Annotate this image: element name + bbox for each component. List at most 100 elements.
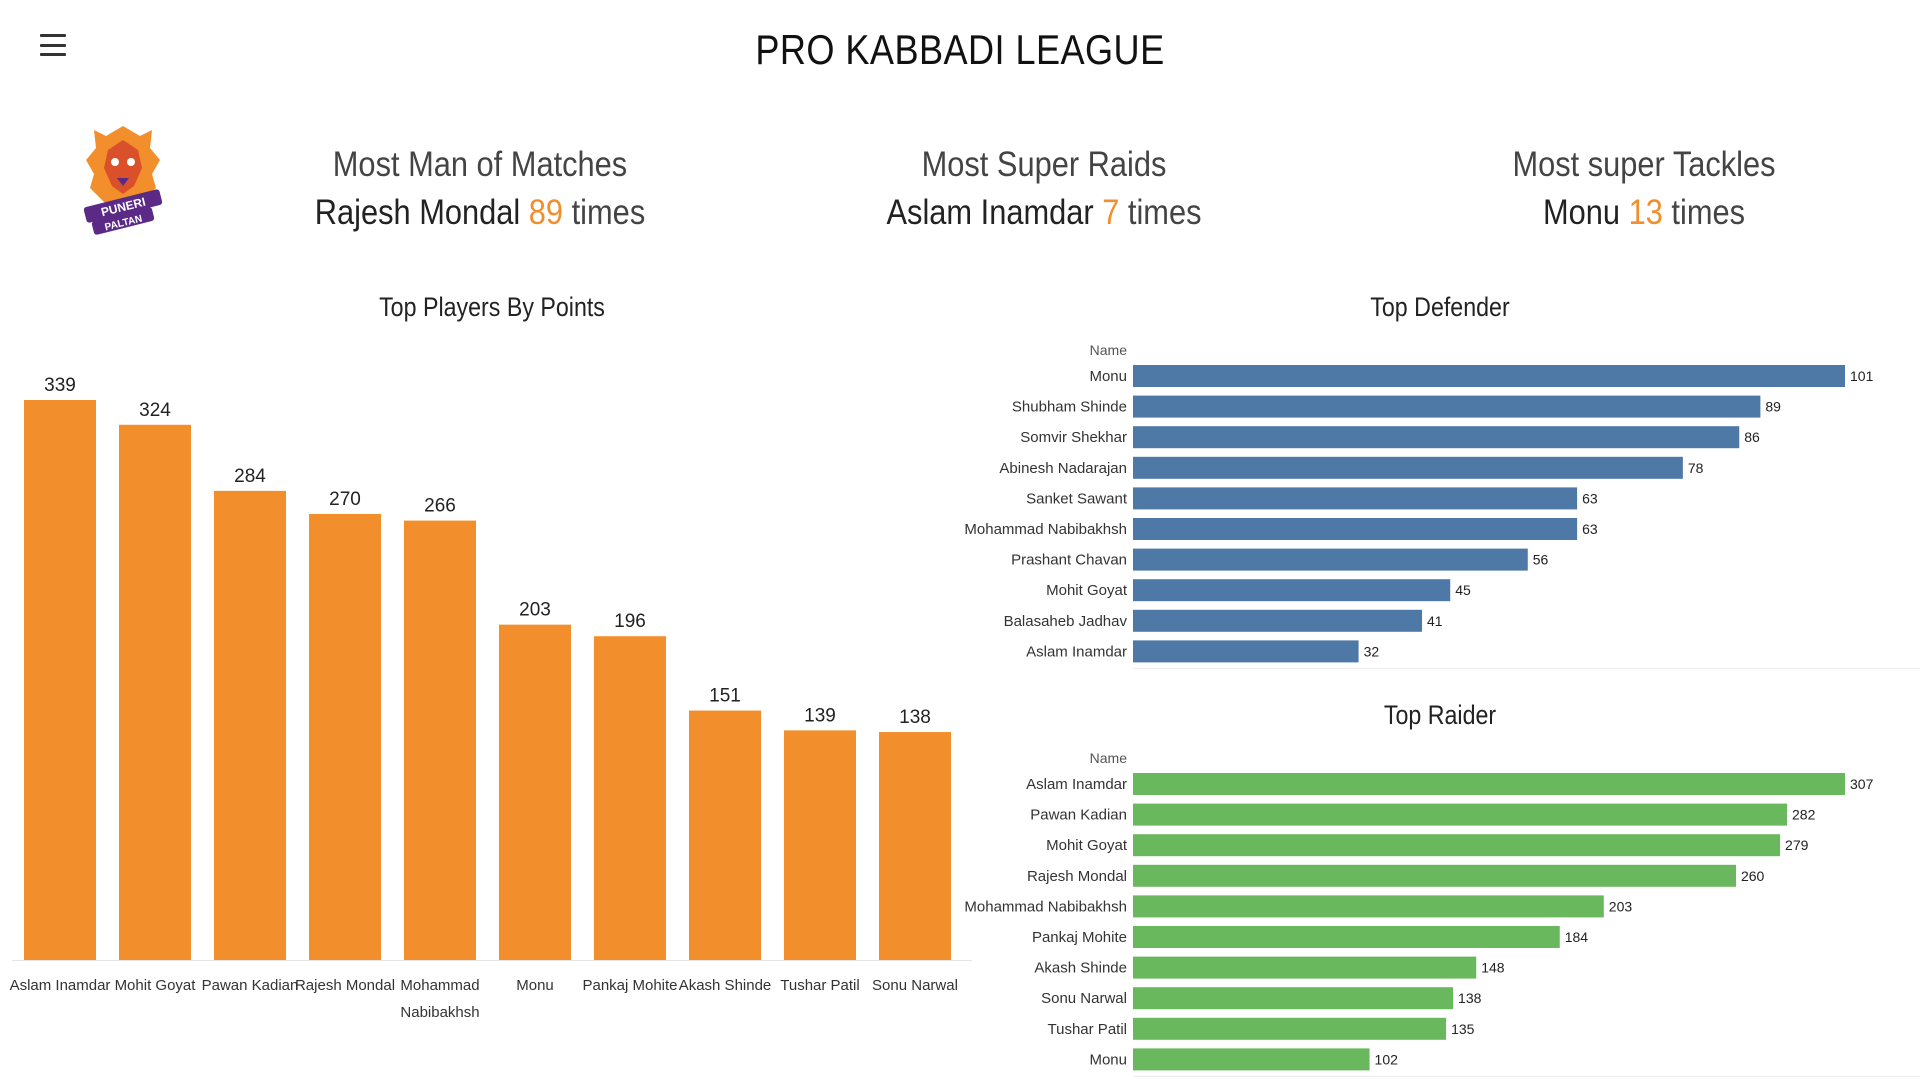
category-label: Mohit Goyat xyxy=(115,977,197,994)
kpi-most-man-of-matches: Most Man of Matches Rajesh Mondal 89 tim… xyxy=(251,145,709,233)
axis-header: Name xyxy=(1090,342,1128,358)
bar-sonu-narwal[interactable] xyxy=(1133,987,1454,1010)
data-label: 89 xyxy=(1765,399,1781,415)
data-label: 56 xyxy=(1533,552,1549,568)
bar-mohit-goyat[interactable] xyxy=(1133,834,1781,857)
category-label: Rajesh Mondal xyxy=(1027,868,1127,885)
category-label: Balasaheb Jadhav xyxy=(1004,613,1128,630)
category-label: Tushar Patil xyxy=(1048,1021,1127,1038)
bar-somvir-shekhar[interactable] xyxy=(1133,426,1740,449)
data-label: 203 xyxy=(1609,898,1633,914)
category-label: Shubham Shinde xyxy=(1012,399,1127,416)
bar-monu[interactable] xyxy=(1133,1048,1370,1071)
data-label: 32 xyxy=(1364,643,1380,659)
puneri-paltan-logo: PUNERI PALTAN xyxy=(83,126,163,235)
bar-tushar-patil[interactable] xyxy=(784,730,856,960)
bar-mohammad-nabibakhsh[interactable] xyxy=(1133,895,1604,918)
category-label: Pawan Kadian xyxy=(202,977,299,994)
category-label: Tushar Patil xyxy=(780,977,859,994)
chart-title-top-defender: Top Defender xyxy=(1370,292,1510,322)
bar-pankaj-mohite[interactable] xyxy=(1133,926,1560,948)
bar-akash-shinde[interactable] xyxy=(689,710,761,960)
bar-aslam-inamdar[interactable] xyxy=(1133,640,1359,663)
category-label: Pankaj Mohite xyxy=(1032,929,1127,946)
kpi-value: Rajesh Mondal 89 times xyxy=(251,193,709,233)
bar-sonu-narwal[interactable] xyxy=(879,732,951,960)
bar-prashant-chavan[interactable] xyxy=(1133,548,1528,571)
hamburger-menu-icon[interactable] xyxy=(40,34,66,56)
category-label: Sanket Sawant xyxy=(1026,490,1128,507)
bar-aslam-inamdar[interactable] xyxy=(1133,773,1845,795)
category-label: Aslam Inamdar xyxy=(10,977,111,994)
kpi-value: Aslam Inamdar 7 times xyxy=(815,193,1273,233)
kpi-number: 13 xyxy=(1628,193,1663,232)
kpi-player-name: Aslam Inamdar xyxy=(886,193,1094,232)
bar-balasaheb-jadhav[interactable] xyxy=(1133,609,1423,632)
category-label: Mohammad xyxy=(400,977,479,994)
bar-abinesh-nadarajan[interactable] xyxy=(1133,456,1683,479)
bar-mohit-goyat[interactable] xyxy=(1133,579,1451,602)
data-label: 101 xyxy=(1850,368,1874,384)
category-label: Somvir Shekhar xyxy=(1020,429,1127,446)
data-label: 148 xyxy=(1481,960,1505,976)
top-raider-bar-chart: Name Aslam Inamdar 307 Pawan Kadian 282 Mohit… xyxy=(964,750,1920,1077)
kpi-number: 89 xyxy=(528,193,564,232)
data-label: 138 xyxy=(899,707,931,728)
data-label: 284 xyxy=(234,466,266,487)
category-label: Mohit Goyat xyxy=(1046,837,1128,854)
kpi-number: 7 xyxy=(1102,193,1120,232)
bar-monu[interactable] xyxy=(1133,365,1845,387)
bar-pawan-kadian[interactable] xyxy=(1133,803,1788,826)
data-label: 86 xyxy=(1744,429,1760,445)
bar-mohit-goyat[interactable] xyxy=(119,424,191,960)
bar-sanket-sawant[interactable] xyxy=(1133,487,1578,510)
kpi-unit: times xyxy=(1671,193,1746,232)
top-players-bar-chart: 339 Aslam Inamdar 324 Mohit Goyat 284 Pawan K… xyxy=(10,375,972,1021)
data-label: 282 xyxy=(1792,807,1816,823)
data-label: 45 xyxy=(1455,582,1471,598)
data-label: 138 xyxy=(1458,990,1482,1006)
bar-pawan-kadian[interactable] xyxy=(214,490,286,960)
bar-shubham-shinde[interactable] xyxy=(1133,395,1761,418)
kpi-unit: times xyxy=(571,193,646,232)
kpi-value: Monu 13 times xyxy=(1415,193,1873,233)
category-label: Akash Shinde xyxy=(679,977,772,994)
data-label: 78 xyxy=(1688,460,1704,476)
kpi-label: Most super Tackles xyxy=(1512,145,1776,184)
data-label: 324 xyxy=(139,400,171,421)
bar-tushar-patil[interactable] xyxy=(1133,1017,1447,1040)
category-label: Sonu Narwal xyxy=(1041,990,1127,1007)
data-label: 139 xyxy=(804,705,836,726)
category-label: Mohit Goyat xyxy=(1046,582,1128,599)
kpi-label: Most Man of Matches xyxy=(332,145,628,184)
bar-rajesh-mondal[interactable] xyxy=(309,513,381,960)
bar-mohammad-nabibakhsh[interactable] xyxy=(1133,518,1578,540)
chart-title-top-players: Top Players By Points xyxy=(379,292,605,322)
bar-aslam-inamdar[interactable] xyxy=(24,400,96,960)
data-label: 279 xyxy=(1785,837,1809,853)
axis-header: Name xyxy=(1090,750,1128,766)
data-label: 260 xyxy=(1741,868,1765,884)
data-label: 203 xyxy=(519,600,551,621)
data-label: 270 xyxy=(329,489,361,510)
bar-akash-shinde[interactable] xyxy=(1133,956,1477,979)
category-label: Mohammad Nabibakhsh xyxy=(964,521,1127,538)
page-title: PRO KABBADI LEAGUE xyxy=(755,26,1165,73)
category-label: Mohammad Nabibakhsh xyxy=(964,898,1127,915)
category-label: Pawan Kadian xyxy=(1030,807,1127,824)
bar-mohammad-nabibakhsh[interactable] xyxy=(404,520,476,960)
bar-pankaj-mohite[interactable] xyxy=(594,636,666,960)
category-label: Sonu Narwal xyxy=(872,977,958,994)
data-label: 266 xyxy=(424,496,456,517)
bar-rajesh-mondal[interactable] xyxy=(1133,864,1736,887)
data-label: 63 xyxy=(1582,490,1598,506)
category-label: Rajesh Mondal xyxy=(295,977,395,994)
chart-title-top-raider: Top Raider xyxy=(1383,700,1497,730)
kpi-most-super-tackles: Most super Tackles Monu 13 times xyxy=(1415,145,1873,233)
data-label: 63 xyxy=(1582,521,1598,537)
kpi-player-name: Rajesh Mondal xyxy=(314,193,521,232)
data-label: 184 xyxy=(1565,929,1589,945)
bar-monu[interactable] xyxy=(499,624,571,960)
kpi-most-super-raids: Most Super Raids Aslam Inamdar 7 times xyxy=(815,145,1273,233)
top-defender-bar-chart: Name Monu 101 Shubham Shinde 89 Somvir Shekha… xyxy=(964,342,1920,669)
